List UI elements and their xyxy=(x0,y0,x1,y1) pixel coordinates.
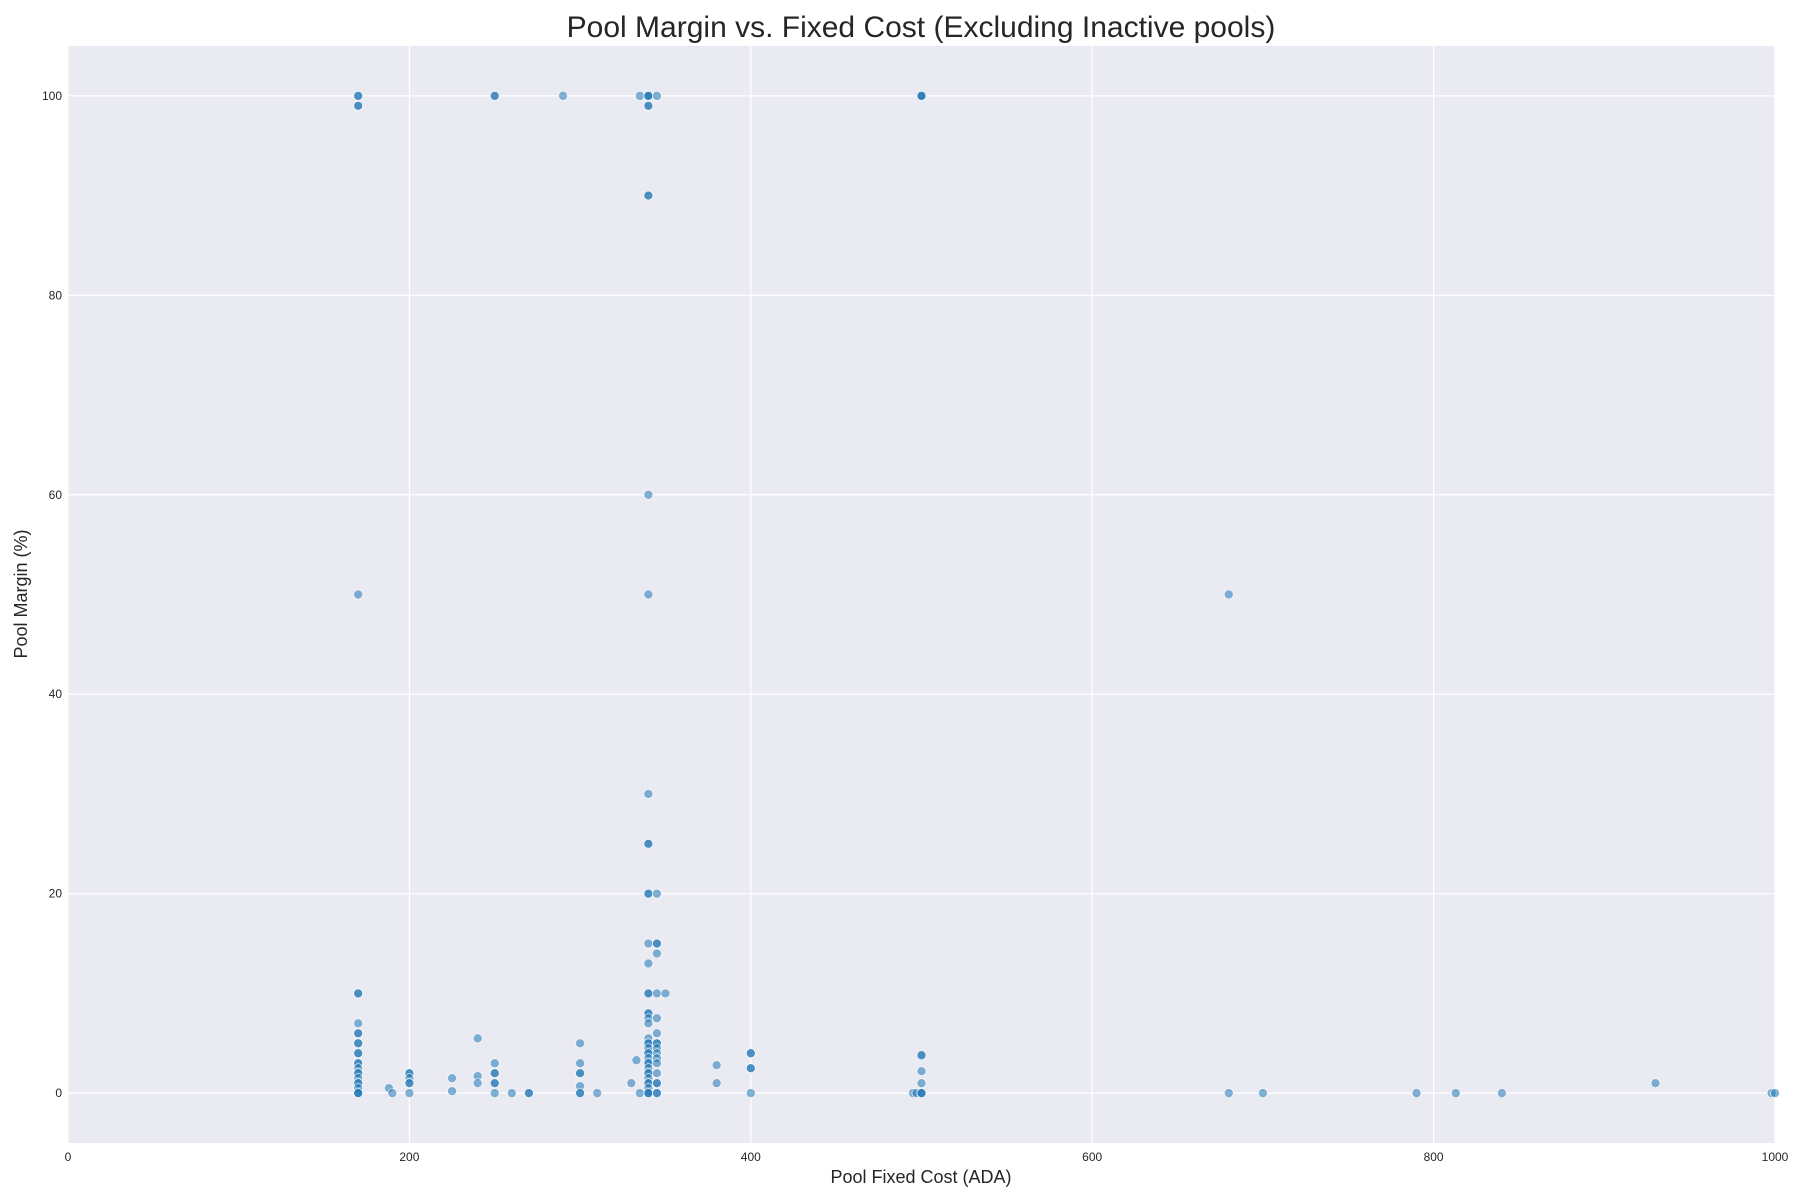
data-point xyxy=(575,1088,585,1098)
data-point xyxy=(635,1088,645,1098)
data-point xyxy=(404,1088,415,1098)
y-tick-label: 0 xyxy=(55,1086,62,1100)
y-tick-label: 80 xyxy=(49,288,63,302)
data-point xyxy=(1411,1088,1422,1098)
data-point xyxy=(353,1038,363,1049)
data-point xyxy=(916,1088,927,1098)
data-point xyxy=(916,1078,927,1088)
data-point xyxy=(353,589,363,600)
data-point xyxy=(652,1058,662,1069)
data-point xyxy=(353,101,363,111)
x-tick-label: 600 xyxy=(1082,1150,1102,1164)
data-point xyxy=(489,91,500,101)
data-point xyxy=(652,91,662,101)
data-point xyxy=(652,948,662,959)
data-point xyxy=(643,789,654,799)
data-point xyxy=(643,888,654,899)
data-point xyxy=(575,1058,585,1069)
data-points xyxy=(353,91,1780,1098)
data-point xyxy=(447,1073,457,1083)
x-tick-labels: 0 200 400 600 800 1000 xyxy=(65,1150,1789,1164)
data-point xyxy=(1770,1088,1780,1098)
data-point xyxy=(652,938,662,949)
data-point xyxy=(643,988,654,999)
data-point xyxy=(489,1088,500,1098)
data-point xyxy=(643,91,654,101)
data-point xyxy=(472,1078,483,1088)
data-point xyxy=(643,589,654,600)
data-point xyxy=(711,1078,722,1088)
x-tick-label: 200 xyxy=(399,1150,419,1164)
y-axis-label: Pool Margin (%) xyxy=(11,529,31,658)
data-point xyxy=(1223,1088,1234,1098)
x-tick-label: 1000 xyxy=(1762,1150,1789,1164)
x-tick-label: 400 xyxy=(741,1150,761,1164)
x-tick-label: 800 xyxy=(1424,1150,1444,1164)
data-point xyxy=(652,1013,662,1024)
data-point xyxy=(745,1088,756,1098)
plot-background xyxy=(68,46,1775,1143)
data-point xyxy=(353,988,363,999)
data-point xyxy=(524,1088,534,1098)
gridlines xyxy=(67,46,1776,1143)
data-point xyxy=(1450,1088,1461,1098)
data-point xyxy=(575,1068,585,1078)
data-point xyxy=(489,1058,500,1069)
data-point xyxy=(626,1078,637,1088)
data-point xyxy=(711,1060,722,1071)
data-point xyxy=(353,1018,363,1029)
data-point xyxy=(447,1086,457,1096)
data-point xyxy=(353,1028,363,1039)
data-point xyxy=(489,1068,500,1078)
data-point xyxy=(353,1088,363,1098)
data-point xyxy=(643,958,654,969)
data-point xyxy=(643,190,654,201)
data-point xyxy=(592,1088,602,1098)
y-tick-labels: 0 20 40 60 80 100 xyxy=(42,89,62,1100)
data-point xyxy=(404,1078,415,1088)
data-point xyxy=(652,1078,662,1088)
data-point xyxy=(643,101,654,111)
data-point xyxy=(916,1050,927,1061)
data-point xyxy=(635,91,645,101)
y-tick-label: 20 xyxy=(49,887,63,901)
y-tick-label: 60 xyxy=(49,488,63,502)
data-point xyxy=(652,1088,662,1098)
data-point xyxy=(507,1088,517,1098)
data-point xyxy=(652,988,662,999)
data-point xyxy=(643,938,654,949)
y-tick-label: 40 xyxy=(49,687,63,701)
data-point xyxy=(1650,1078,1661,1088)
data-point xyxy=(660,988,671,999)
x-tick-label: 0 xyxy=(65,1150,72,1164)
data-point xyxy=(558,91,568,101)
data-point xyxy=(652,1028,662,1039)
data-point xyxy=(1223,589,1234,600)
data-point xyxy=(916,1066,927,1076)
data-point xyxy=(916,91,927,101)
y-tick-label: 100 xyxy=(42,89,62,103)
data-point xyxy=(643,1088,654,1098)
data-point xyxy=(353,91,363,101)
data-point xyxy=(631,1055,642,1066)
data-point xyxy=(575,1038,585,1049)
data-point xyxy=(652,888,662,899)
data-point xyxy=(643,1018,654,1029)
data-point xyxy=(1258,1088,1268,1098)
x-axis-label: Pool Fixed Cost (ADA) xyxy=(830,1167,1011,1187)
data-point xyxy=(745,1048,756,1059)
data-point xyxy=(387,1088,398,1098)
data-point xyxy=(643,839,654,849)
data-point xyxy=(489,1078,500,1088)
data-point xyxy=(1497,1088,1507,1098)
data-point xyxy=(472,1033,483,1044)
data-point xyxy=(745,1063,756,1074)
data-point xyxy=(652,1068,662,1078)
chart-title: Pool Margin vs. Fixed Cost (Excluding In… xyxy=(567,11,1276,44)
data-point xyxy=(353,1048,363,1059)
data-point xyxy=(643,489,654,500)
